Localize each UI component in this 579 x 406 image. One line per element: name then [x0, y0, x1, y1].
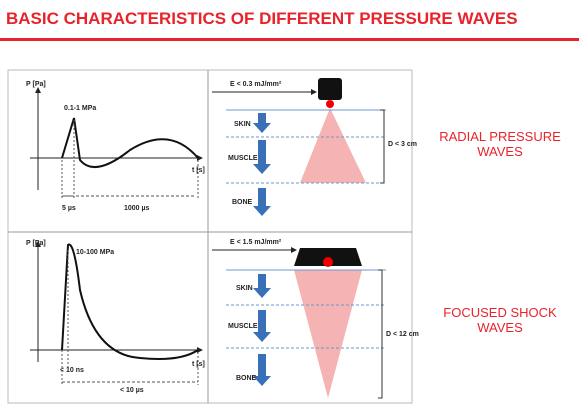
- peak-label: 0.1-1 MPa: [64, 105, 96, 112]
- layer: BONE: [232, 199, 253, 206]
- y-axis-label: P [Pa]: [26, 240, 46, 247]
- title: BASIC CHARACTERISTICS OF DIFFERENT PRESS…: [6, 9, 518, 28]
- duration-label: 1000 µs: [124, 205, 150, 212]
- x-axis-label: t [s]: [192, 361, 205, 368]
- focused-graph: P [Pa] 10-100 MPa t [s] < 10 ns < 10 µs: [26, 240, 205, 394]
- layer: MUSCLE: [228, 155, 258, 162]
- figure-frame: [7, 69, 413, 404]
- layer: BONE: [236, 375, 257, 382]
- duration-label: < 10 µs: [120, 387, 144, 394]
- y-axis-label: P [Pa]: [26, 81, 46, 88]
- layer: SKIN: [236, 285, 253, 292]
- divider: [0, 38, 579, 41]
- rise-label: 5 µs: [62, 205, 76, 212]
- radial-diagram: E < 0.3 mJ/mm² SKIN MUSCLE BONE D < 3 cm: [212, 78, 417, 216]
- layer: SKIN: [234, 121, 251, 128]
- panel-label: FOCUSED SHOCK WAVES: [443, 305, 557, 335]
- panel-label: RADIAL PRESSURE WAVES: [439, 129, 561, 159]
- rise-label: < 10 ns: [60, 367, 84, 374]
- focused-diagram: E < 1.5 mJ/mm² SKIN MUSCLE BONE D < 12 c…: [212, 239, 419, 399]
- energy-label: E < 1.5 mJ/mm²: [230, 239, 282, 246]
- depth-label: D < 12 cm: [386, 331, 419, 338]
- layer: MUSCLE: [228, 323, 258, 330]
- peak-label: 10-100 MPa: [76, 249, 114, 256]
- x-axis-label: t [s]: [192, 167, 205, 174]
- depth-label: D < 3 cm: [388, 141, 417, 148]
- energy-label: E < 0.3 mJ/mm²: [230, 81, 282, 88]
- radial-graph: P [Pa] 0.1-1 MPa t [s] 5 µs 1000 µs: [26, 81, 205, 212]
